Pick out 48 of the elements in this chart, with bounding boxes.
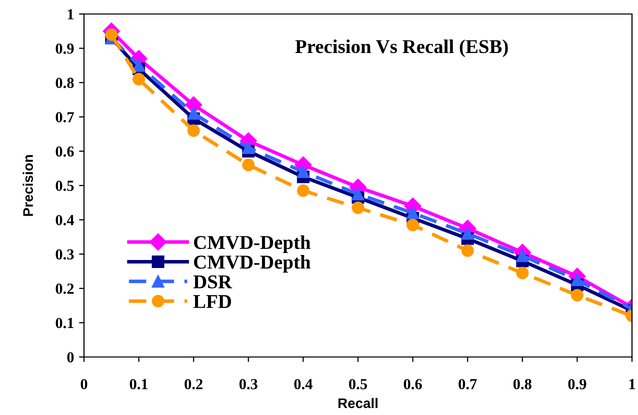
point xyxy=(242,158,255,172)
y-tick-label: 0.1 xyxy=(56,318,74,328)
point xyxy=(296,166,310,178)
x-tick-label: 1 xyxy=(629,379,636,390)
x-tick-label: 0.8 xyxy=(513,378,532,390)
y-tick-label: 0.8 xyxy=(56,78,74,88)
x-tick-label: 0.4 xyxy=(294,378,312,390)
point xyxy=(461,244,474,257)
point xyxy=(516,266,529,280)
point xyxy=(242,142,255,154)
x-tick-label: 0.2 xyxy=(184,378,202,390)
legend-label: LFD xyxy=(193,295,232,308)
x-tick-label: 0.1 xyxy=(130,378,148,390)
x-tick-label: 0.6 xyxy=(404,378,422,390)
legend-label: DSR xyxy=(193,275,232,288)
legend-label: CMVD-Depth xyxy=(194,235,311,253)
point xyxy=(570,289,584,302)
point xyxy=(406,218,420,232)
legend-label: CMVD-Depth xyxy=(194,255,311,273)
y-tick-label: 0.5 xyxy=(56,180,74,192)
point xyxy=(132,72,146,86)
y-tick-label: 0.2 xyxy=(56,284,74,294)
point xyxy=(516,250,529,262)
point xyxy=(187,107,200,120)
y-tick-label: 0 xyxy=(67,352,74,362)
x-tick-label: 0.9 xyxy=(568,378,586,390)
point xyxy=(352,202,364,214)
x-tick-label: 0.5 xyxy=(349,378,367,390)
point xyxy=(296,184,310,197)
x-tick-label: 0 xyxy=(80,378,88,390)
point xyxy=(570,274,584,286)
y-axis-title: Precision xyxy=(22,155,33,216)
x-tick-label: 0.7 xyxy=(458,378,477,390)
x-tick-label: 0.3 xyxy=(239,378,258,390)
y-tick-label: 0.6 xyxy=(56,146,74,157)
point xyxy=(461,227,474,240)
y-tick-label: 0.7 xyxy=(56,112,74,122)
y-tick-label: 0.3 xyxy=(56,249,74,260)
y-tick-label: 0.4 xyxy=(56,214,74,226)
y-tick-label: 1 xyxy=(68,9,74,20)
point xyxy=(105,28,118,41)
point xyxy=(352,188,364,200)
y-tick-label: 0.9 xyxy=(56,43,74,54)
text: Precision Vs Recall (ESB) xyxy=(295,39,508,58)
point xyxy=(406,206,420,220)
point xyxy=(187,124,200,137)
x-axis-title: Recall xyxy=(338,398,378,408)
point xyxy=(132,59,146,72)
